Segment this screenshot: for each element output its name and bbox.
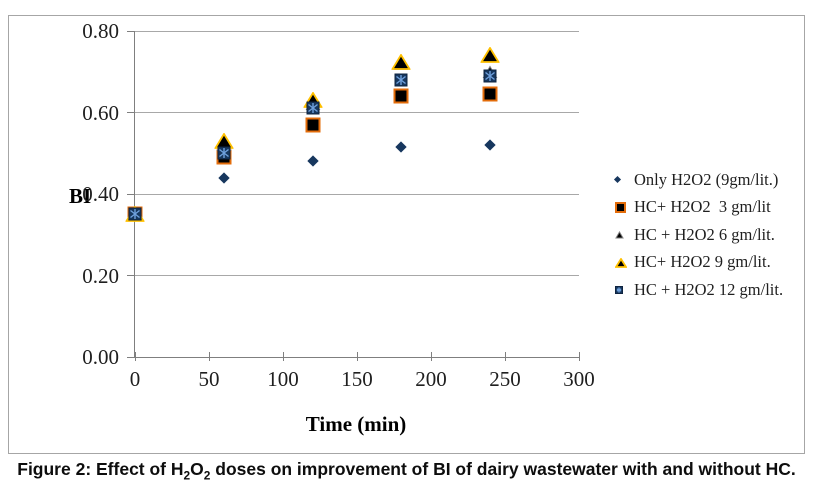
y-tick-label: 0.20	[82, 263, 119, 288]
legend-item: HC + H2O2 12 gm/lit.	[615, 276, 783, 304]
series-marker-pattern-square	[128, 207, 142, 221]
data-point-marker	[484, 139, 496, 151]
legend-item: HC+ H2O2 9 gm/lit.	[615, 249, 783, 277]
data-point-marker	[483, 69, 497, 83]
x-axis-tick	[578, 352, 580, 361]
series-marker-square	[482, 86, 498, 102]
y-axis-title: BI	[69, 184, 92, 208]
series-marker-pattern-square	[483, 69, 497, 83]
legend-item: HC+ H2O2 3 gm/lit	[615, 194, 783, 222]
data-point-marker	[393, 88, 409, 104]
caption-text: Figure 2: Effect of H	[17, 459, 184, 479]
legend-marker	[613, 176, 634, 184]
figure-caption: Figure 2: Effect of H2O2 doses on improv…	[0, 459, 813, 483]
series-marker-triangle-yellow	[615, 257, 627, 268]
data-point-marker	[391, 52, 412, 70]
data-point-marker	[394, 73, 408, 87]
series-marker-diamond	[306, 155, 319, 168]
series-marker-triangle-yellow	[391, 52, 412, 70]
y-axis-tick	[127, 356, 134, 358]
x-tick-label: 150	[341, 367, 373, 391]
x-tick-label: 250	[489, 367, 521, 391]
series-marker-square	[393, 88, 409, 104]
plot-area: 0.00 0.20 0.40 0.60 0.80 0 50 100 150 200 250 300	[82, 21, 595, 390]
y-axis-tick	[127, 112, 134, 113]
legend-marker	[615, 257, 634, 268]
legend-marker	[615, 286, 634, 295]
gridline	[135, 275, 579, 276]
x-tick-label: 100	[267, 367, 299, 391]
x-axis-tick	[356, 352, 358, 361]
legend-marker	[615, 230, 634, 239]
y-axis-tick	[127, 275, 134, 276]
data-point-marker	[218, 172, 230, 184]
x-axis-tick	[208, 352, 210, 361]
data-point-marker	[306, 155, 319, 168]
series-marker-square	[305, 117, 321, 133]
series-marker-diamond	[484, 139, 496, 151]
x-tick-label: 300	[563, 367, 595, 391]
chart-legend: Only H2O2 (9gm/lit.) HC+ H2O2 3 gm/lit HC …	[613, 166, 783, 304]
caption-text: 2	[183, 468, 191, 483]
series-marker-pattern-square	[217, 146, 231, 160]
x-axis-tick	[430, 352, 432, 361]
legend-item-label: HC + H2O2 6 gm/lit.	[634, 224, 775, 244]
legend-item: HC + H2O2 6 gm/lit.	[615, 221, 783, 249]
x-tick-label: 200	[415, 367, 447, 391]
x-axis-tick	[134, 352, 136, 361]
data-point-marker	[217, 146, 231, 160]
series-marker-diamond	[218, 172, 230, 184]
caption-text: O	[190, 459, 204, 479]
legend-item: Only H2O2 (9gm/lit.)	[613, 166, 783, 194]
series-marker-triangle-yellow	[480, 46, 501, 64]
series-marker-diamond	[613, 176, 622, 184]
series-marker-square	[615, 201, 626, 213]
x-tick-label: 0	[129, 367, 141, 391]
chart-frame: BI 0.00 0.20 0.40 0.60 0.80 0 50 100 150 200 250 30…	[8, 15, 805, 454]
series-marker-pattern-square	[306, 101, 320, 115]
y-tick-label: 0.40	[82, 182, 119, 206]
x-axis-tick	[504, 352, 506, 361]
y-axis-tick	[127, 193, 134, 195]
y-axis-tick	[127, 30, 134, 32]
series-marker-diamond	[395, 141, 408, 153]
series-marker-pattern-square	[615, 286, 623, 295]
y-tick-label: 0.00	[82, 345, 119, 369]
gridline	[135, 112, 579, 113]
x-tick-label: 50	[198, 367, 220, 391]
gridline	[135, 30, 579, 32]
data-point-marker	[306, 101, 320, 115]
legend-item-label: HC+ H2O2 3 gm/lit	[634, 197, 771, 217]
gridline	[135, 193, 579, 195]
data-point-marker	[482, 86, 498, 102]
legend-item-label: HC + H2O2 12 gm/lit.	[634, 279, 784, 299]
y-tick-label: 0.60	[82, 100, 119, 125]
x-axis-tick	[282, 352, 284, 361]
caption-text: doses on improvement of BI of dairy wast…	[210, 459, 796, 479]
legend-marker	[615, 201, 634, 213]
y-tick-label: 0.80	[82, 19, 119, 43]
series-marker-triangle	[615, 230, 624, 239]
data-point-marker	[128, 207, 142, 221]
legend-item-label: HC+ H2O2 9 gm/lit.	[634, 252, 771, 272]
series-marker-pattern-square	[394, 73, 408, 87]
data-point-marker	[395, 141, 408, 153]
data-point-marker	[480, 46, 501, 64]
x-axis-title: Time (min)	[305, 412, 407, 436]
data-point-marker	[305, 117, 321, 133]
caption-text: 2	[203, 468, 211, 483]
legend-item-label: Only H2O2 (9gm/lit.)	[634, 169, 779, 189]
